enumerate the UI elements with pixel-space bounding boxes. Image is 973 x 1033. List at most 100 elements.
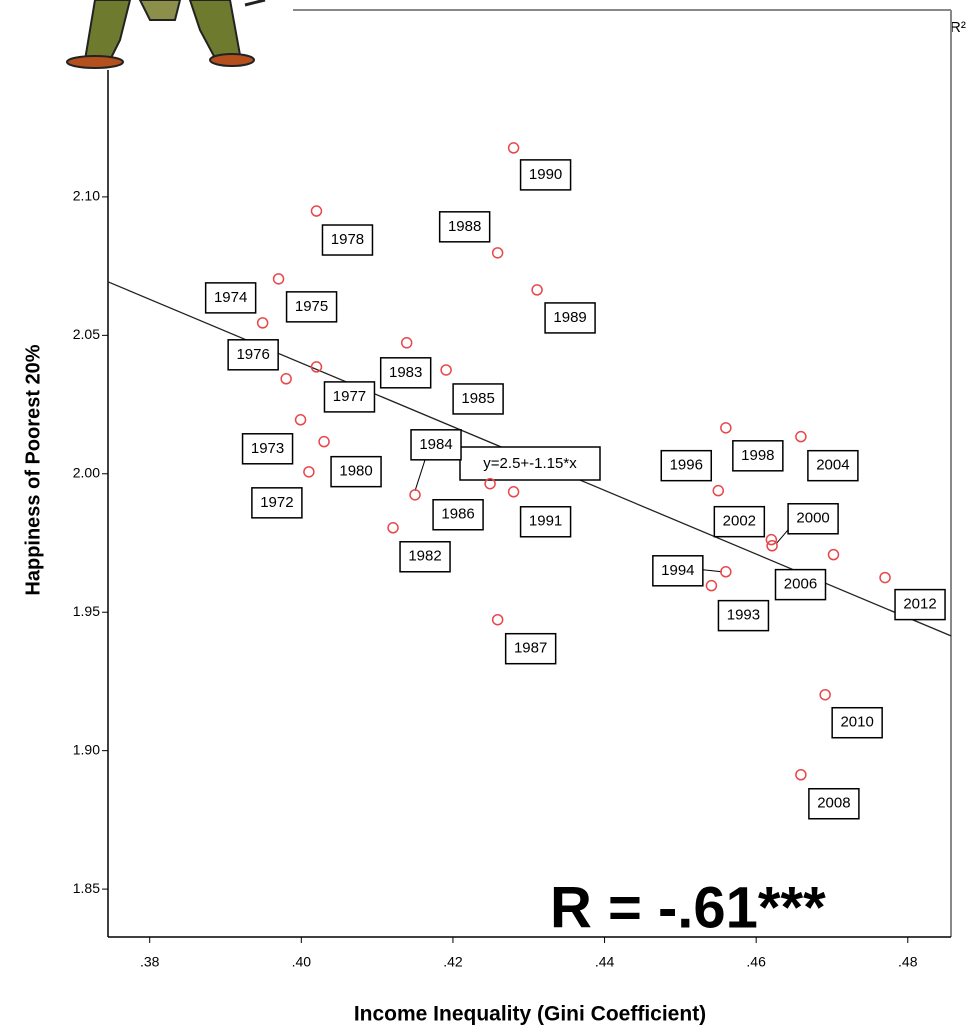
data-point: [440, 364, 452, 376]
point-label-box: [713, 505, 766, 538]
data-point: [819, 688, 831, 701]
x-tick-label: .44: [595, 954, 615, 970]
point-label: 1990: [529, 166, 562, 183]
point-label-box: [831, 706, 883, 739]
fit-label-box: [459, 446, 601, 481]
point-label: 1977: [333, 388, 366, 405]
point-label-box: [438, 211, 491, 243]
data-point: [720, 422, 732, 434]
point-label: 2004: [816, 457, 849, 474]
data-point: [318, 435, 330, 448]
point-label: 1991: [529, 513, 562, 530]
data-point: [827, 548, 840, 561]
data-point: [507, 486, 520, 498]
point-label-box: [504, 632, 557, 665]
data-point: [409, 489, 421, 501]
y-tick-label: 1.95: [73, 603, 100, 619]
point-label-box: [717, 599, 770, 632]
point-label-box: [774, 568, 827, 601]
cartoon-image: [66, 0, 266, 69]
leader-line: [775, 529, 789, 545]
point-label-box: [519, 159, 572, 191]
annotation: R = -.61***: [550, 875, 826, 940]
point-label-box: [452, 383, 504, 415]
data-point: [484, 477, 496, 490]
data-point: [387, 522, 399, 534]
data-point: [491, 247, 504, 259]
point-label: 1978: [331, 231, 364, 248]
data-point: [766, 540, 778, 552]
data-point: [507, 142, 520, 154]
point-label: 2008: [817, 795, 850, 812]
point-label-box: [321, 224, 374, 256]
point-label-box: [544, 302, 596, 334]
point-label: 1980: [339, 463, 372, 480]
data-point: [712, 484, 725, 497]
point-label: 2000: [796, 510, 829, 527]
data-point: [720, 566, 732, 578]
data-point: [272, 273, 285, 285]
point-label: 1989: [553, 309, 586, 326]
point-label-box: [807, 449, 859, 482]
point-label: 1988: [448, 218, 481, 235]
point-label: 1998: [741, 447, 774, 464]
data-point: [879, 571, 891, 584]
point-label-box: [204, 282, 257, 314]
point-label: 1972: [260, 494, 293, 511]
point-label: 1986: [441, 506, 474, 523]
data-point: [705, 579, 718, 592]
point-label: 2006: [784, 576, 817, 593]
data-point: [795, 768, 807, 781]
point-label-box: [241, 433, 294, 465]
y-tick-label: 2.05: [73, 326, 100, 342]
y-tick-label: 1.90: [73, 741, 100, 757]
data-point: [765, 533, 778, 546]
point-label-box: [652, 555, 704, 587]
point-label-box: [330, 455, 382, 488]
point-label: 1993: [727, 607, 760, 624]
point-label: 1984: [419, 436, 452, 453]
x-axis-title: Income Inequality (Gini Coefficient): [354, 1003, 706, 1026]
point-label: 1982: [408, 548, 441, 565]
point-label: 2010: [840, 714, 873, 731]
x-tick-label: .46: [746, 954, 766, 970]
point-label-box: [379, 357, 432, 389]
point-label: 1985: [461, 390, 494, 407]
leader-line: [702, 569, 722, 573]
point-label-box: [285, 291, 338, 323]
x-tick-label: .38: [140, 954, 160, 970]
point-label: 1976: [236, 346, 269, 363]
y-tick-label: 1.85: [73, 880, 100, 896]
data-point: [256, 317, 269, 329]
point-label: 2002: [723, 513, 756, 530]
corner-label: R²: [950, 19, 966, 36]
point-label-box: [787, 503, 839, 535]
y-tick-label: 2.10: [73, 188, 100, 204]
point-label-box: [399, 541, 451, 573]
point-label: 1996: [670, 457, 703, 474]
point-label-box: [227, 339, 279, 371]
point-label: 2012: [903, 596, 936, 613]
point-label: 1987: [514, 640, 547, 657]
point-label: 1975: [295, 298, 328, 315]
y-axis-title: Happiness of Poorest 20%: [22, 344, 44, 595]
point-label: 1994: [661, 562, 694, 579]
leader-line: [414, 459, 426, 491]
x-tick-label: .40: [292, 954, 312, 970]
data-point: [795, 430, 807, 443]
data-point: [310, 205, 323, 217]
point-label-box: [410, 429, 462, 461]
y-tick-label: 2.00: [73, 464, 100, 480]
point-label: 1973: [251, 440, 284, 457]
data-point: [310, 361, 323, 373]
point-label-box: [660, 449, 713, 482]
point-label-box: [519, 506, 572, 538]
point-label-box: [323, 381, 376, 413]
point-label: 1983: [389, 364, 422, 381]
point-label-box: [732, 440, 784, 472]
data-point: [303, 466, 315, 478]
point-label-box: [432, 498, 484, 531]
fit-label: y=2.5+-1.15*x: [483, 455, 577, 472]
x-tick-label: .48: [898, 954, 918, 970]
